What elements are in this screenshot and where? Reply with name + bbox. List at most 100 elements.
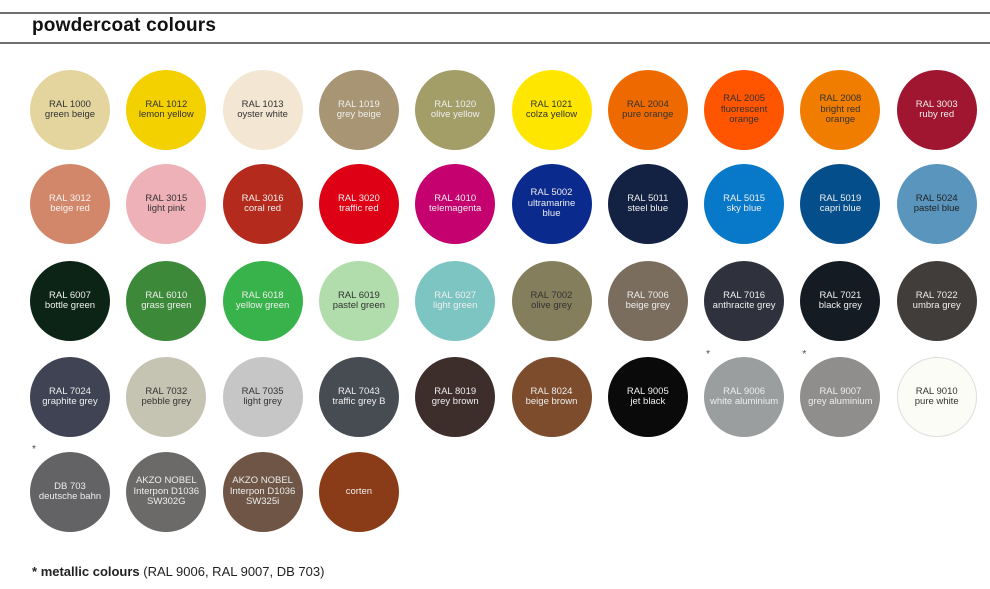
colour-swatch: RAL 7032 pebble grey xyxy=(126,357,207,437)
swatch-code: corten xyxy=(345,485,373,497)
colour-swatch: RAL 1013 oyster white xyxy=(222,70,303,150)
swatch-name: beige brown xyxy=(525,396,578,407)
swatch-name: olive yellow xyxy=(430,109,480,120)
colour-swatch: RAL 3020 traffic red xyxy=(318,164,399,244)
swatch-code: RAL 7002 xyxy=(530,289,573,301)
swatch-code: RAL 5024 xyxy=(915,192,958,204)
swatch-name: steel blue xyxy=(627,203,669,214)
footnote-text: (RAL 9006, RAL 9007, DB 703) xyxy=(139,564,325,579)
swatch-code: RAL 8019 xyxy=(434,385,477,397)
colour-swatch: RAL 5011 steel blue xyxy=(607,164,688,244)
colour-swatch: RAL 1012 lemon yellow xyxy=(126,70,207,150)
metallic-marker: * xyxy=(32,444,36,455)
colour-swatch: AKZO NOBEL Interpon D1036 SW325i xyxy=(222,452,303,532)
swatch-name: jet black xyxy=(630,396,666,407)
colour-swatch: RAL 8019 grey brown xyxy=(415,357,496,437)
colour-swatch: RAL 6007 bottle green xyxy=(30,261,110,341)
swatch-code: RAL 7043 xyxy=(337,385,380,397)
swatch-code: RAL 7032 xyxy=(145,385,188,397)
swatch-name: Interpon D1036 xyxy=(133,485,200,497)
colour-swatch: RAL 7035 light grey xyxy=(222,357,303,437)
swatch-name: orange xyxy=(825,114,856,126)
swatch-code: RAL 9005 xyxy=(626,385,669,397)
swatch-name: grey beige xyxy=(336,109,382,120)
swatch-code: RAL 6018 xyxy=(241,289,284,301)
swatch-code: RAL 1012 xyxy=(145,98,188,110)
swatch-code: RAL 3012 xyxy=(49,192,91,204)
swatch-code: RAL 6019 xyxy=(337,289,380,301)
swatch-name: fluorescent xyxy=(720,103,768,115)
swatch-code: RAL 6010 xyxy=(145,289,188,301)
swatch-name: grass green xyxy=(141,300,192,311)
swatch-name: pebble grey xyxy=(141,396,192,407)
swatch-code: RAL 3003 xyxy=(915,98,958,110)
footnote-marker: * xyxy=(32,564,38,579)
colour-swatch: RAL 9006 white aluminium xyxy=(704,357,785,437)
swatch-name: bottle green xyxy=(44,300,96,311)
swatch-name: pure orange xyxy=(622,109,674,120)
swatch-code: RAL 8024 xyxy=(530,385,573,397)
swatch-code: RAL 3015 xyxy=(145,192,188,204)
swatch-code: RAL 1020 xyxy=(434,98,477,110)
colour-swatch: corten xyxy=(318,452,399,532)
swatch-name: light grey xyxy=(243,396,282,407)
colour-swatch: RAL 1000 green beige xyxy=(30,70,110,150)
swatch-code: RAL 5002 xyxy=(530,187,573,199)
colour-swatch: RAL 2004 pure orange xyxy=(607,70,688,150)
colour-swatch: RAL 9010 pure white xyxy=(896,357,977,437)
swatch-code: RAL 5011 xyxy=(627,192,669,204)
colour-swatch: RAL 5019 capri blue xyxy=(800,164,881,244)
swatch-name: light green xyxy=(433,300,478,311)
metallic-marker: * xyxy=(706,349,710,360)
swatch-name: pastel blue xyxy=(913,203,960,214)
swatch-code: RAL 9006 xyxy=(723,385,766,397)
swatch-code: RAL 6007 xyxy=(49,289,91,301)
colour-swatch: RAL 3003 ruby red xyxy=(896,70,977,150)
swatch-name: beige grey xyxy=(625,300,670,311)
swatch-code: RAL 9010 xyxy=(915,385,958,397)
swatch-name: lemon yellow xyxy=(138,109,194,120)
swatch-code: RAL 1019 xyxy=(337,98,380,110)
swatch-code: RAL 7006 xyxy=(626,289,669,301)
swatch-code: RAL 7035 xyxy=(241,385,284,397)
swatch-name: traffic grey B xyxy=(332,396,386,407)
colour-swatch: RAL 5015 sky blue xyxy=(704,164,785,244)
swatch-name: coral red xyxy=(244,203,282,214)
swatch-code: RAL 2004 xyxy=(626,98,669,110)
swatch-name: SW325i xyxy=(245,496,280,508)
colour-swatch: RAL 7006 beige grey xyxy=(607,261,688,341)
colour-swatch: RAL 3012 beige red xyxy=(30,164,110,244)
swatch-name: orange xyxy=(729,114,759,126)
swatch-code: RAL 5015 xyxy=(723,192,766,204)
colour-swatch: RAL 2005 fluorescent orange xyxy=(704,70,785,150)
metallic-marker: * xyxy=(802,349,807,360)
swatch-code: RAL 6027 xyxy=(434,289,477,301)
swatch-name: yellow green xyxy=(235,300,290,311)
swatch-code: RAL 1013 xyxy=(241,98,284,110)
swatch-name: grey brown xyxy=(431,396,479,407)
swatch-name: pure white xyxy=(914,396,959,407)
colour-swatch: RAL 5024 pastel blue xyxy=(896,164,977,244)
colour-swatch: RAL 7021 black grey xyxy=(800,261,881,341)
colour-swatch: RAL 7022 umbra grey xyxy=(896,261,977,341)
swatch-code: DB 703 xyxy=(54,480,86,492)
top-rule xyxy=(0,12,990,14)
colour-swatch: RAL 2008 bright red orange xyxy=(800,70,881,150)
swatch-name: graphite grey xyxy=(42,396,98,407)
swatch-name: traffic red xyxy=(339,203,379,214)
swatch-name: olive grey xyxy=(531,300,572,311)
footnote-bold: metallic colours xyxy=(40,564,140,579)
title-rule xyxy=(0,42,990,44)
swatch-code: RAL 7022 xyxy=(915,289,958,301)
colour-swatch: RAL 9007 grey aluminium xyxy=(800,357,881,437)
swatch-name: colza yellow xyxy=(525,109,578,120)
swatch-name: bright red xyxy=(820,103,861,115)
swatch-code: RAL 4010 xyxy=(434,192,477,204)
swatch-code: RAL 2008 xyxy=(819,93,862,105)
swatch-name: green beige xyxy=(44,109,96,120)
swatch-name: white aluminium xyxy=(710,396,779,407)
colour-swatch: RAL 1020 olive yellow xyxy=(415,70,496,150)
page-title: powdercoat colours xyxy=(32,15,217,36)
colour-swatch: RAL 8024 beige brown xyxy=(511,357,592,437)
swatch-code: AKZO NOBEL xyxy=(232,475,293,487)
